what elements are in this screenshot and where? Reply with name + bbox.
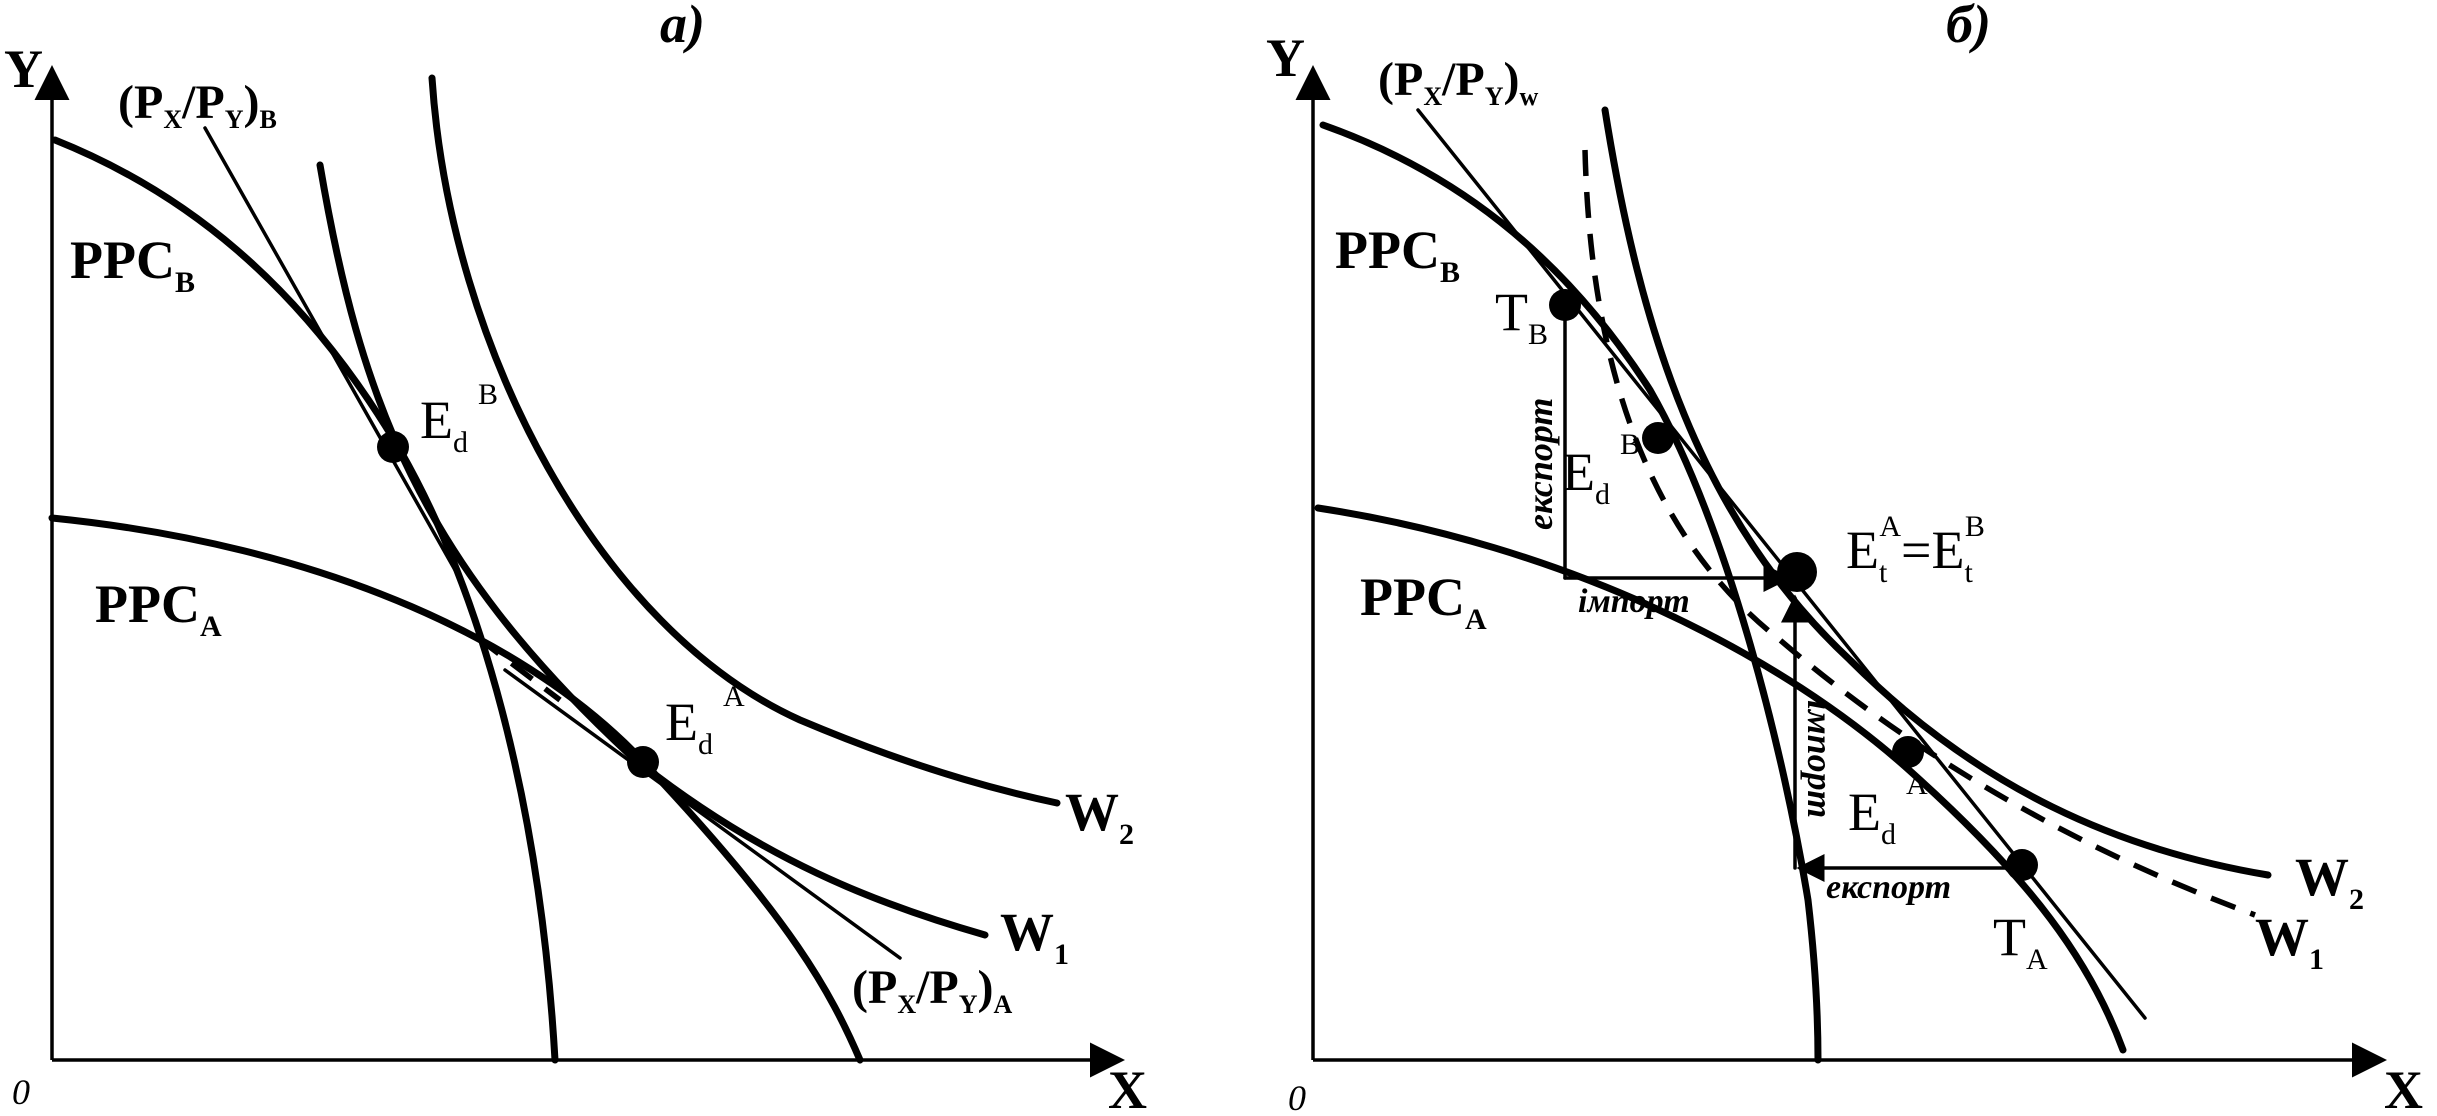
- import-b-label: імпорт: [1578, 583, 1690, 620]
- origin-b: 0: [1288, 1078, 1306, 1116]
- ed-b-label-a: EdB: [420, 378, 498, 459]
- w2-label-b: W2: [2295, 847, 2364, 916]
- price-a-label: (PX/PY)A: [852, 961, 1013, 1019]
- price-line-a: [503, 668, 902, 960]
- ppc-b-label-a: PPCB: [70, 230, 195, 299]
- ed-b-label-b: EdB: [1562, 428, 1640, 511]
- w1-curve-b: [1582, 149, 2256, 918]
- point-ed-b-a: [377, 431, 409, 463]
- ppc-a-label-b: PPCA: [1360, 567, 1487, 636]
- title-b: б): [1946, 0, 1991, 54]
- y-label-b: Y: [1266, 28, 1305, 88]
- y-label-a: Y: [4, 39, 43, 99]
- export-a-label: експорт: [1826, 869, 1951, 906]
- w2-curve-a: [428, 74, 1061, 807]
- et-label: EtA=EtB: [1846, 510, 1985, 589]
- ta-label: TA: [1993, 907, 2048, 976]
- ppc-b-curve-b: [1319, 121, 1822, 1064]
- tb-label: TB: [1495, 282, 1548, 351]
- point-et: [1777, 552, 1817, 592]
- ed-a-label-a: EdA: [665, 680, 745, 761]
- panel-a: а) Y X 0 PPCB PPCA (PX/PY)B (PX/PY)A EdB…: [4, 0, 1147, 1116]
- origin-a: 0: [12, 1072, 30, 1112]
- x-label-a: X: [1108, 1060, 1147, 1116]
- point-tb: [1549, 289, 1581, 321]
- ppc-a-curve-b: [1314, 504, 2127, 1054]
- ppc-a-label-a: PPCA: [95, 574, 222, 643]
- import-a-label: імпорт: [1800, 700, 1840, 818]
- point-ed-a-a: [627, 746, 659, 778]
- w1-label-b: W1: [2255, 907, 2324, 976]
- w2-label-a: W2: [1065, 782, 1134, 851]
- w1-label-a: W1: [1000, 902, 1069, 971]
- w1-curve-a: [316, 161, 989, 939]
- w2-curve-b: [1601, 106, 2272, 879]
- price-line-b: [203, 126, 457, 572]
- dashed-connector-a: [476, 635, 562, 703]
- panel-b: б) Y X 0 PPCB PPCA (PX/PY)w TB TA EdB Ed…: [1266, 0, 2423, 1116]
- title-a: а): [660, 0, 705, 54]
- point-ed-b-b: [1642, 422, 1674, 454]
- price-b-label: (PX/PY)B: [118, 76, 277, 134]
- point-ta: [2006, 849, 2038, 881]
- ppc-a-curve-a: [48, 514, 864, 1064]
- ed-a-label-b: EdA: [1848, 768, 1928, 851]
- point-ed-a-b: [1892, 736, 1924, 768]
- price-w-label: (PX/PY)w: [1378, 53, 1539, 111]
- x-label-b: X: [2384, 1060, 2423, 1116]
- export-b-label: експорт: [1520, 398, 1560, 530]
- ppc-b-label-b: PPCB: [1335, 220, 1460, 289]
